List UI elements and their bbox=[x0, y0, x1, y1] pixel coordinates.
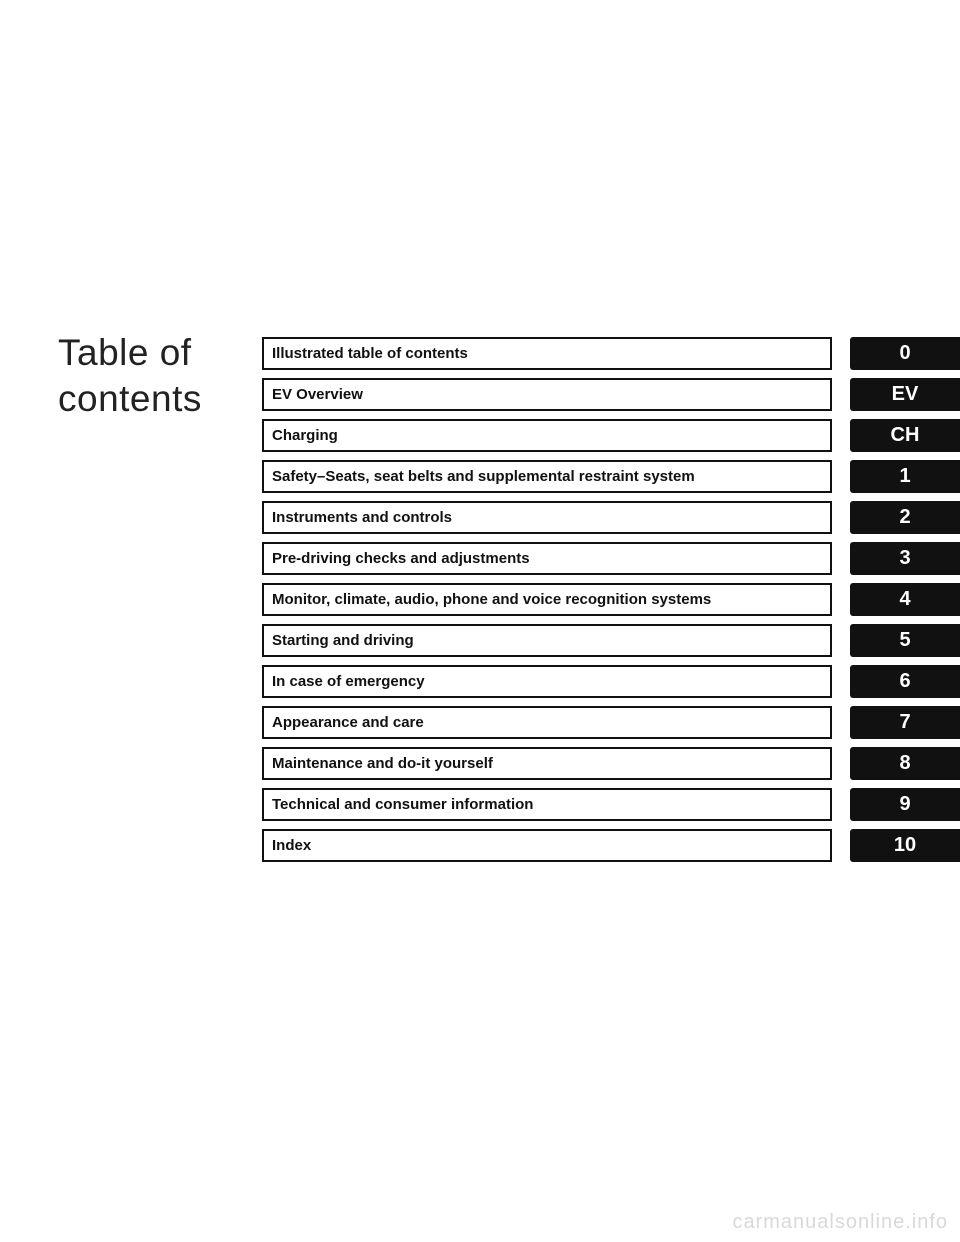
watermark: carmanualsonline.info bbox=[732, 1211, 948, 1234]
section-tab[interactable]: 2 bbox=[850, 501, 960, 534]
toc-item[interactable]: Monitor, climate, audio, phone and voice… bbox=[262, 583, 832, 616]
section-tab-label: 9 bbox=[899, 793, 910, 816]
toc-item-label: Technical and consumer information bbox=[272, 796, 533, 813]
toc-item-label: Safety–Seats, seat belts and supplementa… bbox=[272, 468, 695, 485]
toc-item[interactable]: Appearance and care bbox=[262, 706, 832, 739]
page-title: Table of contents bbox=[58, 330, 258, 423]
section-tab[interactable]: 0 bbox=[850, 337, 960, 370]
section-tab[interactable]: 10 bbox=[850, 829, 960, 862]
section-tab-label: EV bbox=[892, 383, 919, 406]
section-tabs: 0 EV CH 1 2 3 4 5 6 7 8 9 10 bbox=[850, 337, 960, 870]
toc-item[interactable]: Technical and consumer information bbox=[262, 788, 832, 821]
toc-item[interactable]: EV Overview bbox=[262, 378, 832, 411]
toc-item-label: Maintenance and do-it yourself bbox=[272, 755, 493, 772]
page: Table of contents Illustrated table of c… bbox=[0, 0, 960, 1242]
section-tab[interactable]: 5 bbox=[850, 624, 960, 657]
toc-item[interactable]: Starting and driving bbox=[262, 624, 832, 657]
toc-list: Illustrated table of contents EV Overvie… bbox=[262, 337, 832, 870]
section-tab-label: 0 bbox=[899, 342, 910, 365]
section-tab[interactable]: 6 bbox=[850, 665, 960, 698]
toc-item-label: Index bbox=[272, 837, 311, 854]
section-tab[interactable]: 9 bbox=[850, 788, 960, 821]
section-tab-label: CH bbox=[891, 424, 920, 447]
page-title-line1: Table of bbox=[58, 332, 192, 373]
toc-item-label: Charging bbox=[272, 427, 338, 444]
toc-item-label: Illustrated table of contents bbox=[272, 345, 468, 362]
section-tab-label: 6 bbox=[899, 670, 910, 693]
toc-item[interactable]: Pre-driving checks and adjustments bbox=[262, 542, 832, 575]
section-tab-label: 4 bbox=[899, 588, 910, 611]
toc-item-label: Instruments and controls bbox=[272, 509, 452, 526]
toc-item-label: Starting and driving bbox=[272, 632, 414, 649]
section-tab-label: 3 bbox=[899, 547, 910, 570]
section-tab[interactable]: 7 bbox=[850, 706, 960, 739]
section-tab[interactable]: EV bbox=[850, 378, 960, 411]
page-title-line2: contents bbox=[58, 378, 202, 419]
section-tab-label: 10 bbox=[894, 834, 916, 857]
section-tab-label: 2 bbox=[899, 506, 910, 529]
toc-item-label: Pre-driving checks and adjustments bbox=[272, 550, 530, 567]
section-tab[interactable]: 1 bbox=[850, 460, 960, 493]
section-tab[interactable]: 3 bbox=[850, 542, 960, 575]
section-tab-label: 7 bbox=[899, 711, 910, 734]
toc-item[interactable]: Maintenance and do-it yourself bbox=[262, 747, 832, 780]
section-tab[interactable]: 8 bbox=[850, 747, 960, 780]
toc-item[interactable]: In case of emergency bbox=[262, 665, 832, 698]
section-tab[interactable]: CH bbox=[850, 419, 960, 452]
toc-item[interactable]: Instruments and controls bbox=[262, 501, 832, 534]
section-tab-label: 1 bbox=[899, 465, 910, 488]
toc-item[interactable]: Charging bbox=[262, 419, 832, 452]
toc-item[interactable]: Index bbox=[262, 829, 832, 862]
toc-item[interactable]: Illustrated table of contents bbox=[262, 337, 832, 370]
toc-item-label: Monitor, climate, audio, phone and voice… bbox=[272, 591, 711, 608]
toc-item-label: EV Overview bbox=[272, 386, 363, 403]
section-tab-label: 8 bbox=[899, 752, 910, 775]
section-tab[interactable]: 4 bbox=[850, 583, 960, 616]
toc-item[interactable]: Safety–Seats, seat belts and supplementa… bbox=[262, 460, 832, 493]
toc-item-label: Appearance and care bbox=[272, 714, 424, 731]
section-tab-label: 5 bbox=[899, 629, 910, 652]
toc-item-label: In case of emergency bbox=[272, 673, 425, 690]
